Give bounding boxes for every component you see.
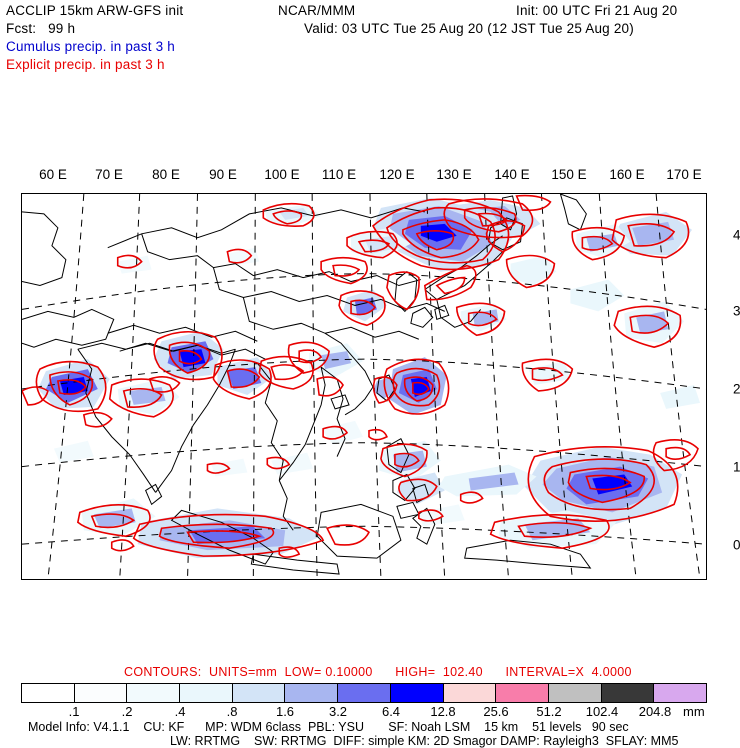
colorbar-tick-9: 51.2 [536,704,562,719]
lat-label-20n: 20 N [733,381,740,397]
lat-label-0: 0 [733,537,740,553]
colorbar-tick-0: .1 [68,704,80,719]
graticule-layer [22,194,706,579]
colorbar-tick-6: 6.4 [381,704,401,719]
colorbar-swatch-1 [74,684,128,702]
contours-info-label: CONTOURS: UNITS=mm LOW= 0.10000 HIGH= 10… [124,665,632,679]
explicit-precip-contours [22,194,699,558]
colorbar-swatch-9 [496,684,549,702]
lon-label-80e: 80 E [152,167,180,182]
colorbar-swatch-8 [443,684,497,702]
colorbar-tick-5: 3.2 [328,704,348,719]
init-time-label: Init: 00 UTC Fri 21 Aug 20 [516,3,678,18]
lon-label-170e: 170 E [666,167,702,182]
map-container: 60 E 70 E 80 E 90 E 100 E 110 E 120 E 13… [21,167,740,580]
precipitation-map [22,194,706,579]
colorbar-tick-7: 12.8 [430,704,456,719]
lon-label-150e: 150 E [551,167,587,182]
lat-label-10n: 10 N [733,459,740,475]
colorbar-unit-label: mm [683,704,705,719]
coastline-layer [22,194,592,575]
model-title: ACCLIP 15km ARW-GFS init [6,3,184,18]
lon-label-130e: 130 E [436,167,472,182]
lon-label-100e: 100 E [264,167,300,182]
colorbar-swatch-6 [338,684,391,702]
lon-label-90e: 90 E [209,167,237,182]
colorbar-swatch-10 [548,684,602,702]
model-info-line2: LW: RRTMG SW: RRTMG DIFF: simple KM: 2D … [170,734,679,748]
valid-time-label: Valid: 03 UTC Tue 25 Aug 20 (12 JST Tue … [304,21,634,36]
colorbar-tick-10: 102.4 [585,704,619,719]
colorbar [21,683,707,703]
lon-label-60e: 60 E [39,167,67,182]
forecast-hour: Fcst: 99 h [6,21,76,36]
colorbar-swatch-0 [22,684,75,702]
lon-label-120e: 120 E [379,167,415,182]
institution-label: NCAR/MMM [278,3,356,18]
colorbar-swatch-11 [601,684,655,702]
colorbar-tick-1: .2 [121,704,133,719]
lat-label-30n: 30 N [733,303,740,319]
explicit-legend-label: Explicit precip. in past 3 h [6,57,165,72]
colorbar-tick-4: 1.6 [275,704,295,719]
colorbar-tick-11: 204.8 [638,704,672,719]
colorbar-swatch-2 [127,684,181,702]
colorbar-swatch-5 [285,684,339,702]
colorbar-swatch-12 [654,684,706,702]
lon-label-70e: 70 E [95,167,123,182]
colorbar-swatch-7 [390,684,444,702]
colorbar-swatch-4 [232,684,286,702]
model-info-line1: Model Info: V4.1.1 CU: KF MP: WDM 6class… [28,720,629,734]
lon-label-140e: 140 E [494,167,530,182]
cumulus-legend-label: Cumulus precip. in past 3 h [6,39,175,54]
lon-label-160e: 160 E [609,167,645,182]
map-frame [21,193,707,580]
colorbar-swatch-3 [180,684,233,702]
lat-label-40n: 40 N [733,227,740,243]
colorbar-tick-2: .4 [174,704,186,719]
lon-label-110e: 110 E [321,167,357,182]
colorbar-tick-3: .8 [226,704,238,719]
colorbar-tick-8: 25.6 [483,704,509,719]
